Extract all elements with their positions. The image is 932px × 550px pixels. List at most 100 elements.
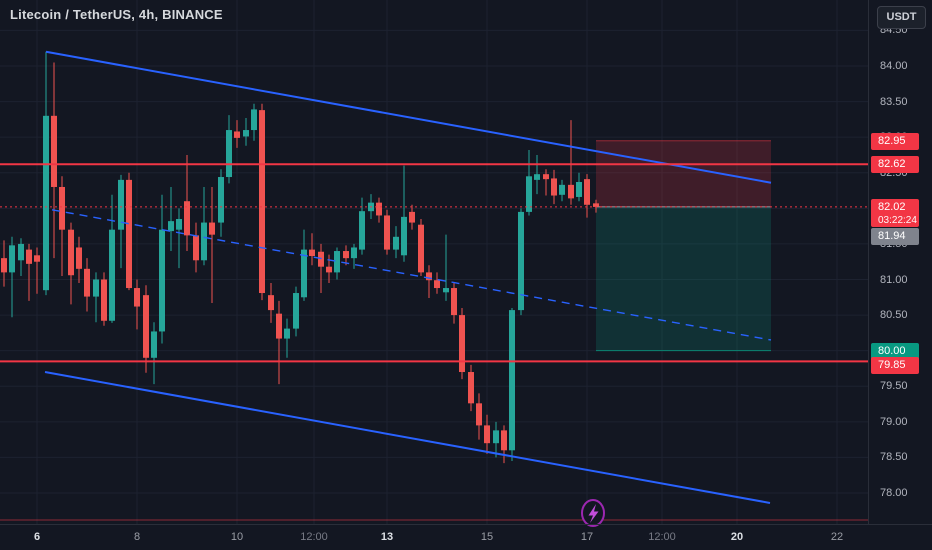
time-axis[interactable]: 6 8 10 12:00 13 15 17 12:00 20 22 xyxy=(0,524,932,550)
candle-body xyxy=(176,219,182,230)
target-price-badge[interactable]: 80.00 xyxy=(871,343,919,360)
lightning-bolt-glyph xyxy=(588,504,599,523)
candle-body xyxy=(343,251,349,259)
candle-body xyxy=(484,425,490,444)
symbol-legend[interactable]: Litecoin / TetherUS, 4h, BINANCE xyxy=(10,7,223,22)
candle-body xyxy=(559,184,565,195)
trend-channel-upper-line[interactable] xyxy=(45,50,772,184)
candle-body xyxy=(118,179,124,230)
candle-body xyxy=(518,211,524,311)
candle-body xyxy=(459,315,465,373)
candle-body xyxy=(376,202,382,216)
bar-countdown: 03:22:24 xyxy=(878,215,917,226)
candle-body xyxy=(526,176,532,212)
candle-body xyxy=(234,131,240,138)
candle-body xyxy=(126,179,132,289)
candle-body xyxy=(184,201,190,236)
candle-body xyxy=(84,268,90,297)
price-axis-label: 80.50 xyxy=(880,309,908,322)
price-axis-label: 78.00 xyxy=(880,487,908,499)
price-axis-label: 79.00 xyxy=(880,415,908,428)
time-axis-label: 10 xyxy=(230,531,244,543)
candle-body xyxy=(401,216,407,256)
candle-body xyxy=(201,222,207,261)
candle-body xyxy=(309,249,315,257)
time-axis-label: 17 xyxy=(580,531,594,543)
candle-body xyxy=(301,249,307,298)
candle-body xyxy=(334,251,340,273)
candle-body xyxy=(534,174,540,180)
candle-body xyxy=(468,372,474,404)
event-marker[interactable] xyxy=(581,499,605,527)
candle-body xyxy=(109,229,115,321)
time-axis-label: 15 xyxy=(480,531,494,543)
candle-body xyxy=(168,221,174,232)
candle-body xyxy=(243,130,249,137)
last-price-badge[interactable]: 82.02 03:22:24 xyxy=(871,199,919,227)
time-axis-label: 8 xyxy=(133,531,141,543)
candle-body xyxy=(493,430,499,444)
candle-body xyxy=(276,313,282,339)
candle-body xyxy=(426,272,432,281)
candle-body xyxy=(226,130,232,178)
candle-body xyxy=(551,178,557,196)
trend-channel-middle-line[interactable] xyxy=(51,209,772,341)
stop-price-badge[interactable]: 82.95 xyxy=(871,133,919,150)
candle-body xyxy=(76,247,82,269)
candle-body xyxy=(18,243,24,261)
price-axis-label: 79.50 xyxy=(880,380,908,393)
candle-body xyxy=(543,174,549,180)
candle-body xyxy=(51,115,57,187)
candle-body xyxy=(568,184,574,199)
position-tool-reward-zone[interactable] xyxy=(596,206,771,351)
candle-body xyxy=(34,255,40,262)
candle-body xyxy=(393,236,399,250)
currency-toggle-usdt[interactable]: USDT xyxy=(877,6,926,29)
time-axis-label: 13 xyxy=(380,531,394,543)
time-axis-label: 12:00 xyxy=(300,531,328,543)
trend-channel-lower-line[interactable] xyxy=(44,371,771,504)
time-axis-label: 6 xyxy=(33,531,41,543)
candle-body xyxy=(218,177,224,223)
candle-body xyxy=(159,229,165,332)
time-axis-label: 20 xyxy=(730,531,744,543)
candle-body xyxy=(318,251,324,267)
candle-body xyxy=(134,288,140,307)
price-axis-label: 83.50 xyxy=(880,95,908,108)
candle-body xyxy=(293,293,299,329)
candle-body xyxy=(384,215,390,250)
candle-body xyxy=(418,224,424,273)
candle-body xyxy=(409,211,415,223)
candle-body xyxy=(1,258,7,273)
candle-body xyxy=(326,266,332,273)
candle-body xyxy=(193,235,199,261)
candle-body xyxy=(26,249,32,264)
candle-body xyxy=(351,247,357,259)
price-axis-label: 84.00 xyxy=(880,60,908,72)
position-tool-risk-zone[interactable] xyxy=(596,140,771,207)
candle-body xyxy=(434,280,440,289)
candle-body xyxy=(259,110,265,294)
candle-body xyxy=(476,403,482,426)
secondary-price-badge[interactable]: 81.94 xyxy=(871,228,919,245)
candle-body xyxy=(59,186,65,230)
candle-body xyxy=(584,179,590,205)
alert-price-badge-upper[interactable]: 82.62 xyxy=(871,156,919,173)
candle-body xyxy=(284,328,290,339)
candle-body xyxy=(443,288,449,293)
candle-body xyxy=(576,182,582,197)
candle-body xyxy=(593,203,599,207)
candle-body xyxy=(143,295,149,358)
grid xyxy=(0,0,868,524)
price-axis[interactable]: 84.5084.0083.5083.0082.5082.0081.5081.00… xyxy=(868,0,932,524)
candle-body xyxy=(509,310,515,451)
alert-price-badge-lower[interactable]: 79.85 xyxy=(871,357,919,374)
candle-body xyxy=(359,211,365,250)
candle-body xyxy=(209,222,215,235)
candle-body xyxy=(251,109,257,131)
candle-body xyxy=(451,288,457,316)
candle-body xyxy=(43,115,49,291)
candle-body xyxy=(151,331,157,358)
candle-body xyxy=(93,279,99,297)
